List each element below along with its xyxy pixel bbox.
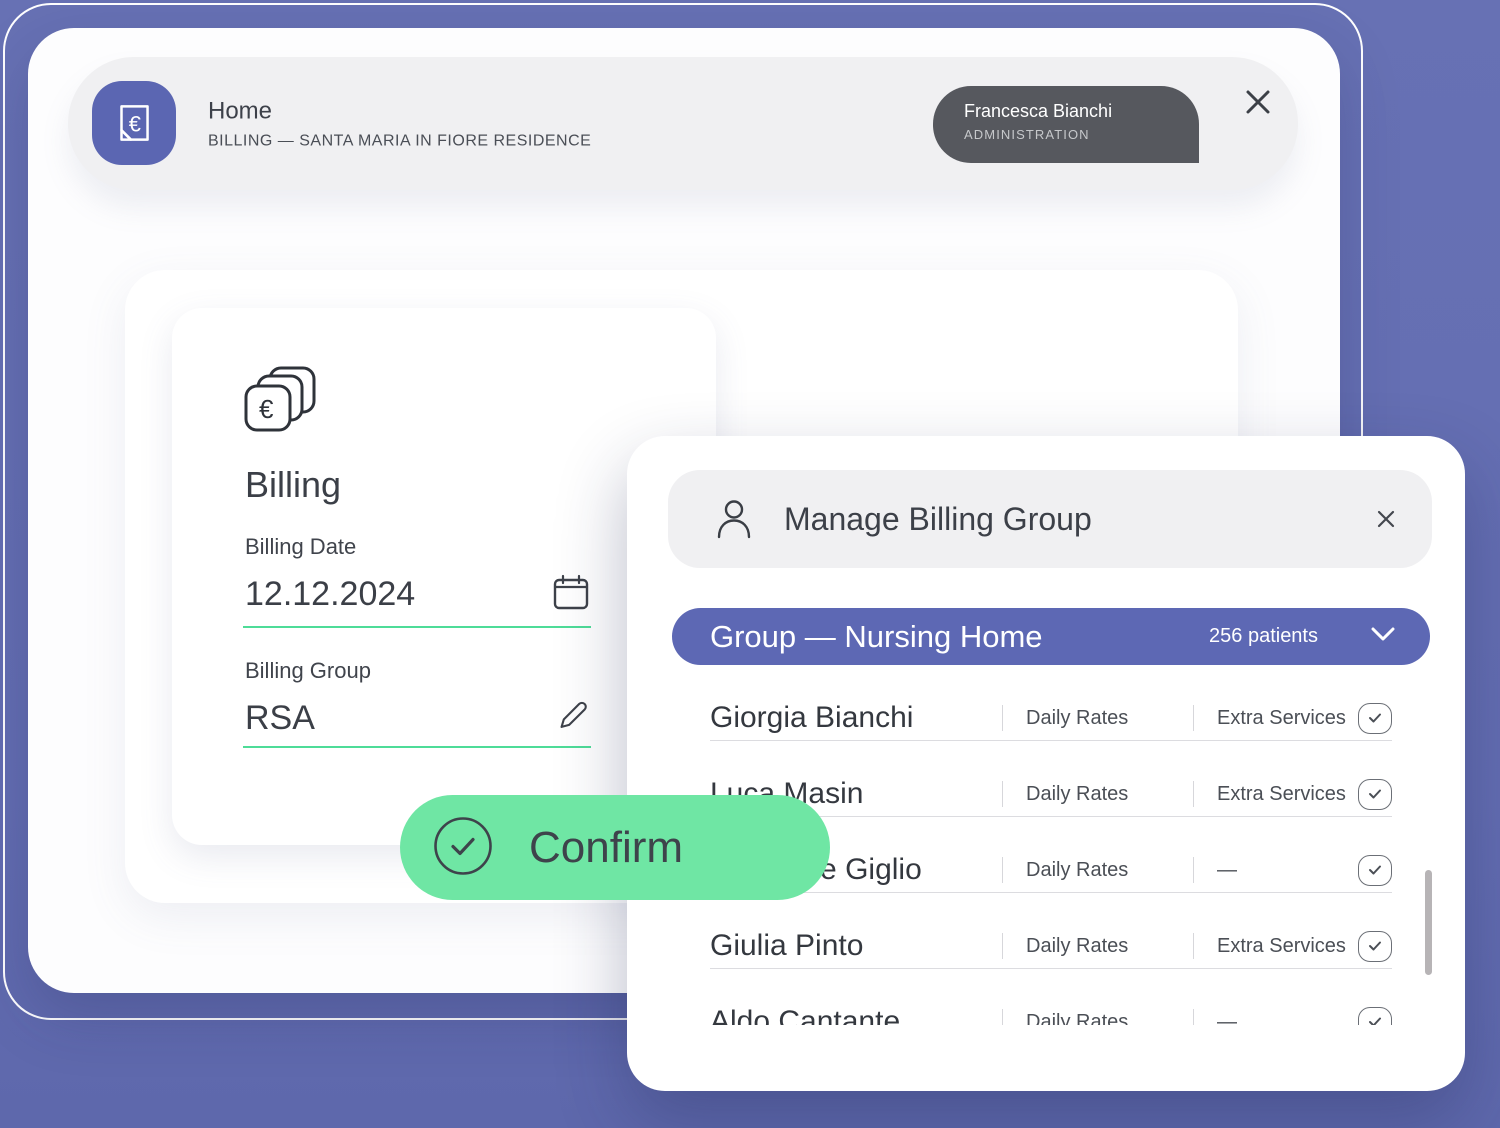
panel-title-bar[interactable]: Manage Billing Group: [668, 470, 1432, 568]
user-name: Francesca Bianchi: [964, 101, 1113, 121]
row-checkbox[interactable]: [1358, 1006, 1392, 1025]
panel-title: Manage Billing Group: [784, 500, 1092, 537]
home-label[interactable]: Home: [208, 97, 273, 124]
daily-rates-link[interactable]: Daily Rates: [1002, 1011, 1193, 1026]
billing-card-title: Billing: [245, 464, 342, 505]
daily-rates-link[interactable]: Daily Rates: [1002, 707, 1193, 730]
daily-rates-link[interactable]: Daily Rates: [1002, 783, 1193, 806]
group-selector-label: Group — Nursing Home: [710, 618, 1043, 654]
scrollbar-thumb[interactable]: [1425, 870, 1432, 975]
daily-rates-link[interactable]: Daily Rates: [1002, 935, 1193, 958]
panel-close-icon[interactable]: [1376, 509, 1396, 529]
billing-date-label: Billing Date: [245, 534, 357, 559]
row-checkbox[interactable]: [1358, 854, 1392, 886]
confirm-button-label: Confirm: [529, 822, 684, 872]
person-icon: [712, 495, 756, 544]
svg-text:€: €: [259, 394, 274, 424]
billing-card: € Billing Billing Date 12.12.2024 Billin…: [172, 308, 716, 845]
euro-document-icon: €: [92, 81, 176, 165]
table-row[interactable]: Aldo Cantante Daily Rates —: [710, 984, 1392, 1025]
row-checkbox[interactable]: [1358, 778, 1392, 810]
patient-name: Aldo Cantante: [710, 1005, 901, 1025]
billing-date-field[interactable]: 12.12.2024: [245, 568, 591, 620]
table-row[interactable]: Giorgia Bianchi Daily Rates Extra Servic…: [710, 680, 1392, 756]
pencil-icon[interactable]: [553, 697, 591, 740]
billing-group-value[interactable]: RSA: [245, 698, 315, 737]
page-subtitle: BILLING — SANTA MARIA IN FIORE RESIDENCE: [208, 132, 592, 149]
extra-services-link[interactable]: —: [1193, 859, 1358, 882]
billing-date-value[interactable]: 12.12.2024: [245, 574, 416, 613]
user-role: ADMINISTRATION: [964, 127, 1090, 142]
billing-group-label: Billing Group: [245, 658, 371, 683]
patient-name: Giulia Pinto: [710, 929, 864, 962]
manage-billing-group-panel: Manage Billing Group Group — Nursing Hom…: [627, 436, 1465, 1091]
table-row[interactable]: Giulia Pinto Daily Rates Extra Services: [710, 908, 1392, 984]
billing-group-field[interactable]: RSA: [245, 692, 591, 744]
group-selector[interactable]: Group — Nursing Home 256 patients: [672, 608, 1430, 665]
group-patient-count: 256 patients: [1209, 625, 1318, 647]
date-underline: [243, 626, 591, 628]
check-circle-icon: [433, 816, 493, 879]
row-checkbox[interactable]: [1358, 930, 1392, 962]
user-badge[interactable]: Francesca Bianchi ADMINISTRATION: [933, 86, 1199, 163]
close-icon[interactable]: [1243, 87, 1273, 117]
header-bar: € Home BILLING — SANTA MARIA IN FIORE RE…: [68, 57, 1298, 190]
breadcrumb: Home BILLING — SANTA MARIA IN FIORE RESI…: [208, 97, 591, 150]
extra-services-link[interactable]: Extra Services: [1193, 935, 1358, 958]
calendar-icon[interactable]: [551, 572, 591, 617]
stacked-euro-cards-icon: €: [240, 362, 320, 447]
patient-name: Giorgia Bianchi: [710, 701, 914, 734]
confirm-button[interactable]: Confirm: [400, 795, 830, 900]
svg-text:€: €: [129, 111, 141, 136]
extra-services-link[interactable]: Extra Services: [1193, 707, 1358, 730]
daily-rates-link[interactable]: Daily Rates: [1002, 859, 1193, 882]
extra-services-link[interactable]: Extra Services: [1193, 783, 1358, 806]
row-checkbox[interactable]: [1358, 702, 1392, 734]
group-underline: [243, 746, 591, 748]
extra-services-link[interactable]: —: [1193, 1011, 1358, 1026]
chevron-down-icon[interactable]: [1370, 625, 1396, 648]
